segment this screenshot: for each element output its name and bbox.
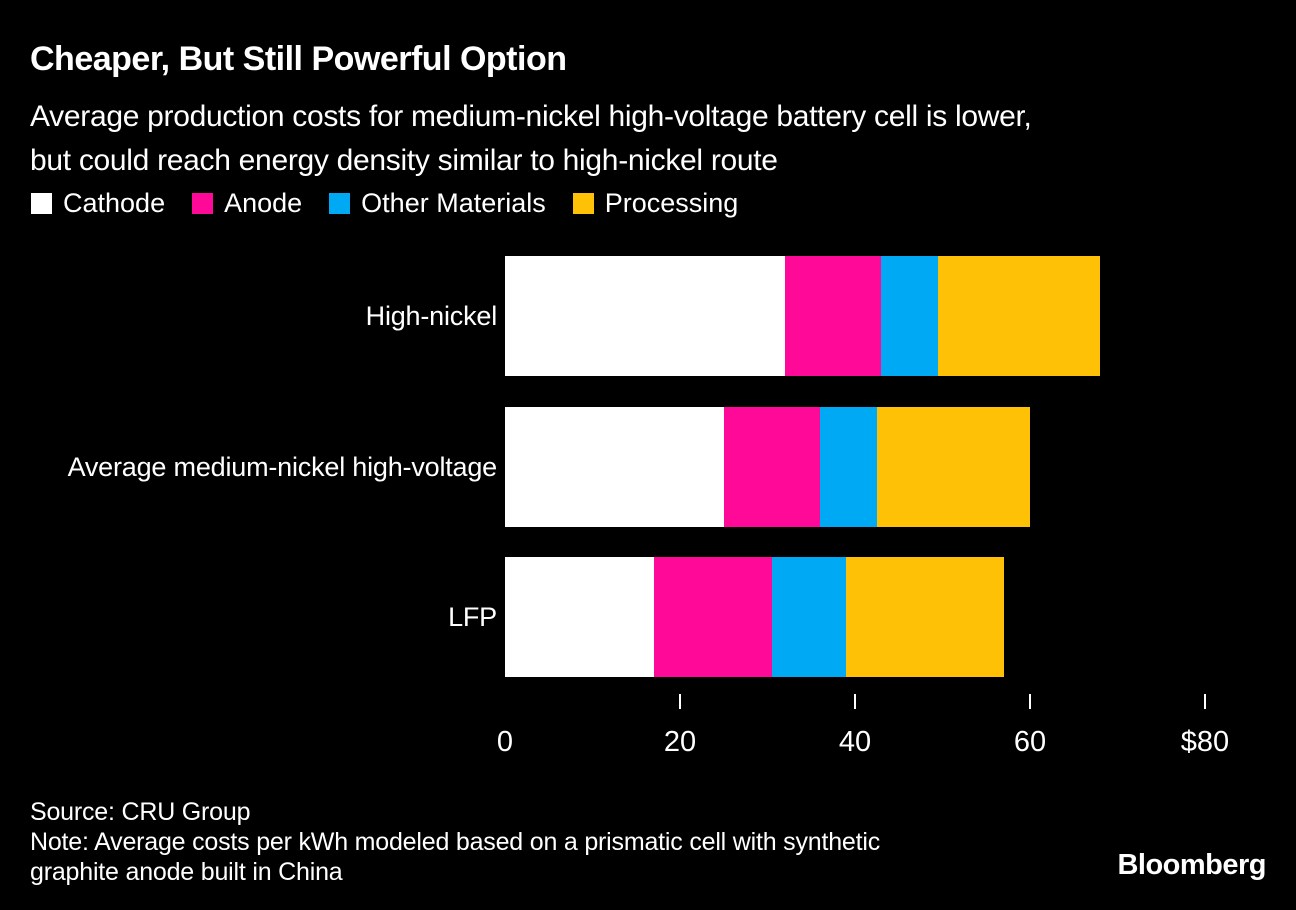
- bar-segment-processing: [846, 557, 1004, 677]
- chart-subtitle: Average production costs for medium-nick…: [30, 95, 1032, 183]
- bar-segment-cathode: [505, 407, 724, 527]
- legend: Cathode Anode Other Materials Processing: [31, 188, 738, 219]
- x-axis-tick-label: $80: [1180, 726, 1230, 758]
- legend-label: Cathode: [63, 188, 166, 218]
- bar-segment-processing: [876, 407, 1030, 527]
- note-line-2: graphite anode built in China: [30, 858, 343, 886]
- bar-label-lfp: LFP: [448, 601, 497, 632]
- legend-item-processing: Processing: [572, 188, 739, 219]
- x-axis-tick: [854, 694, 856, 709]
- bar-segment-other-materials: [881, 256, 939, 376]
- legend-swatch-icon: [572, 193, 594, 214]
- source-text: Source: CRU Group: [30, 798, 251, 826]
- bar-segment-processing: [938, 256, 1100, 376]
- x-axis-tick: [1029, 694, 1031, 709]
- subtitle-line-2: but could reach energy density similar t…: [30, 144, 778, 177]
- bar-segment-anode: [723, 407, 820, 527]
- bar-label-average-medium-nickel-high-voltage: Average medium-nickel high-voltage: [67, 451, 498, 482]
- legend-label: Other Materials: [361, 188, 546, 218]
- x-axis-tick-label: 40: [838, 726, 872, 758]
- bloomberg-logo: Bloomberg: [1117, 849, 1266, 881]
- bar-segment-other-materials: [771, 557, 847, 677]
- legend-label: Processing: [604, 188, 739, 218]
- bar-label-high-nickel: High-nickel: [365, 300, 498, 331]
- bar-segment-cathode: [505, 557, 654, 677]
- x-axis-tick-label: 20: [663, 726, 697, 758]
- x-axis-tick-label: 60: [1013, 726, 1047, 758]
- bar-segment-anode: [785, 256, 882, 376]
- x-axis-tick: [1204, 694, 1206, 709]
- x-axis-tick: [679, 694, 681, 709]
- legend-swatch-icon: [192, 193, 214, 214]
- legend-item-cathode: Cathode: [31, 188, 165, 219]
- legend-label: Anode: [224, 188, 303, 218]
- bar-segment-cathode: [505, 256, 785, 376]
- footer: Source: CRU Group Note: Average costs pe…: [30, 797, 880, 887]
- bar-segment-other-materials: [820, 407, 877, 527]
- legend-swatch-icon: [31, 193, 52, 214]
- chart-title: Cheaper, But Still Powerful Option: [30, 40, 567, 78]
- x-axis-tick-label: 0: [496, 726, 514, 758]
- legend-item-other-materials: Other Materials: [329, 188, 546, 219]
- legend-item-anode: Anode: [192, 188, 302, 219]
- note-line-1: Note: Average costs per kWh modeled base…: [30, 828, 881, 856]
- subtitle-line-1: Average production costs for medium-nick…: [30, 100, 1032, 133]
- bar-segment-anode: [653, 557, 772, 677]
- legend-swatch-icon: [329, 193, 351, 214]
